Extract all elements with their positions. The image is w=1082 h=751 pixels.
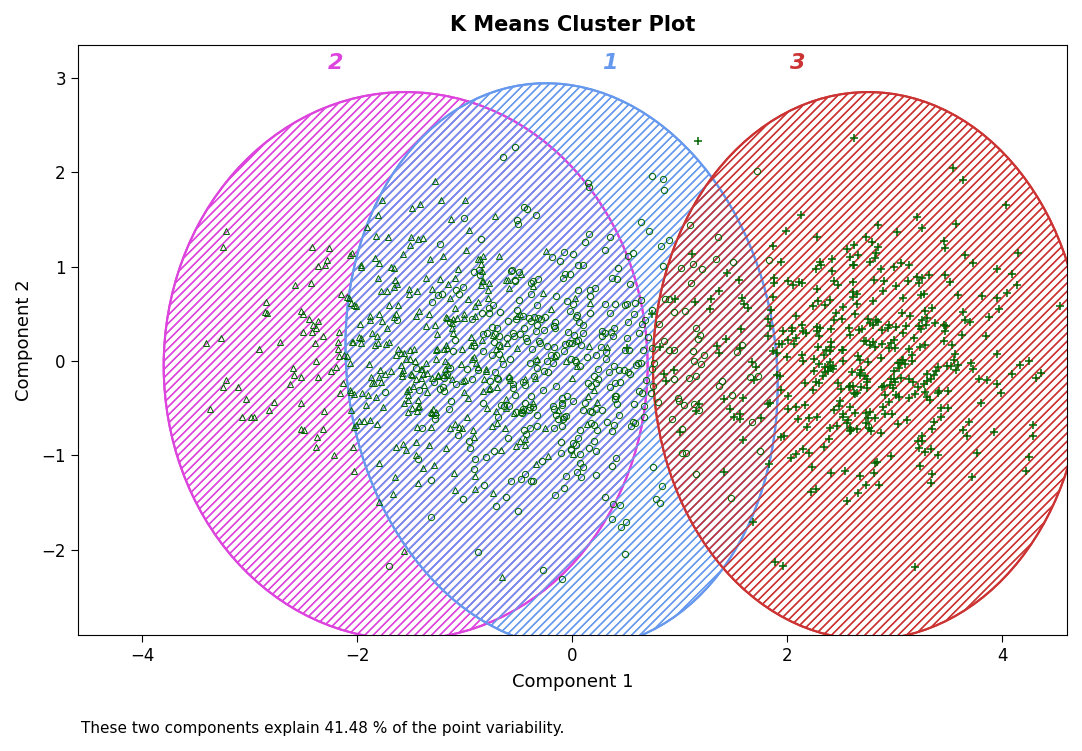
Text: 2: 2 <box>328 53 343 73</box>
Y-axis label: Component 2: Component 2 <box>15 279 32 400</box>
Text: These two components explain 41.48 % of the point variability.: These two components explain 41.48 % of … <box>81 721 565 736</box>
Text: 3: 3 <box>791 53 806 73</box>
X-axis label: Component 1: Component 1 <box>512 673 633 691</box>
Text: 1: 1 <box>603 53 618 73</box>
Title: K Means Cluster Plot: K Means Cluster Plot <box>450 15 695 35</box>
